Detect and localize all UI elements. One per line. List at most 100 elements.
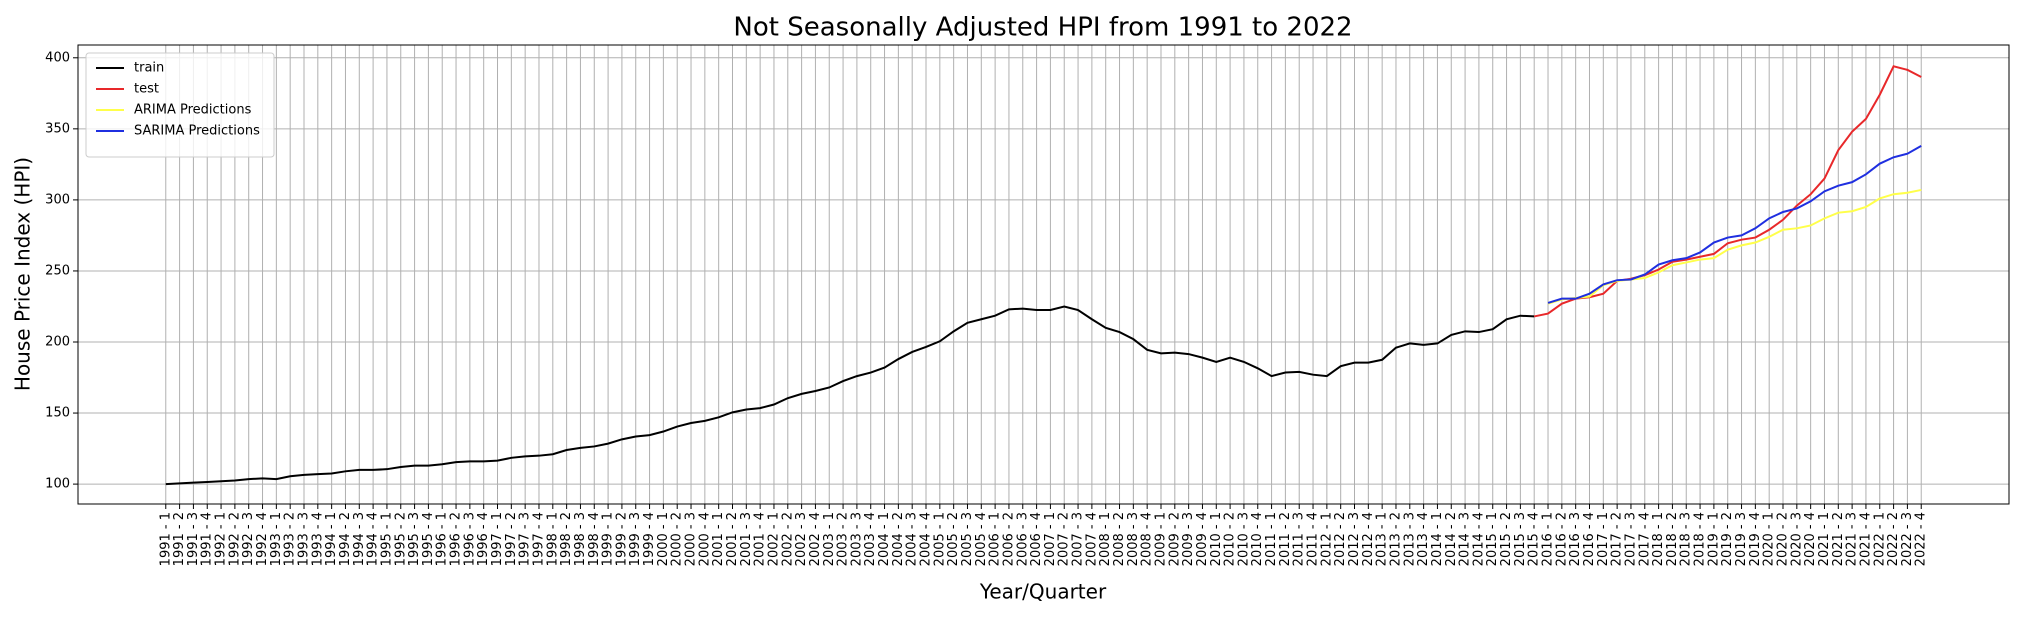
x-tick-label: 1996 - 4	[476, 512, 491, 566]
series-line	[1547, 188, 1922, 305]
x-tick-label: 2005 - 4	[974, 512, 989, 566]
x-tick-label: 2008 - 3	[1126, 512, 1141, 566]
x-tick-label: 2003 - 3	[849, 512, 864, 566]
x-tick-label: 2003 - 2	[836, 512, 851, 566]
x-tick-label: 2017 - 4	[1637, 512, 1652, 566]
x-tick-label: 2022 - 4	[1914, 512, 1929, 566]
x-tick-label: 2013 - 2	[1388, 512, 1403, 566]
x-tick-label: 2019 - 3	[1734, 512, 1749, 566]
x-tick-label: 2016 - 3	[1568, 512, 1583, 566]
x-tick-label: 2001 - 2	[725, 512, 740, 566]
x-tick-label: 2022 - 1	[1872, 512, 1887, 566]
x-tick-label: 2001 - 3	[739, 512, 754, 566]
x-tick-label: 1998 - 4	[587, 512, 602, 566]
x-tick-label: 2010 - 2	[1223, 512, 1238, 566]
x-tick-label: 2020 - 2	[1776, 512, 1791, 566]
x-tick-label: 2021 - 4	[1858, 512, 1873, 566]
x-tick-label: 2011 - 2	[1278, 512, 1293, 566]
x-tick-label: 2015 - 2	[1499, 512, 1514, 566]
x-tick-label: 1995 - 4	[421, 512, 436, 566]
y-tick-label: 350	[45, 121, 70, 136]
x-tick-label: 2001 - 4	[753, 512, 768, 566]
x-tick-label: 2007 - 3	[1071, 512, 1086, 566]
legend-label: ARIMA Predictions	[134, 103, 252, 118]
x-tick-label: 2014 - 4	[1471, 512, 1486, 566]
x-tick-label: 1991 - 1	[158, 512, 173, 566]
x-tick-label: 2014 - 2	[1444, 512, 1459, 566]
x-tick-label: 2013 - 4	[1416, 512, 1431, 566]
x-tick-label: 1998 - 3	[573, 512, 588, 566]
x-tick-label: 2002 - 2	[780, 512, 795, 566]
x-tick-label: 2001 - 1	[711, 512, 726, 566]
x-tick-label: 1997 - 1	[490, 512, 505, 566]
x-tick-label: 2011 - 4	[1306, 512, 1321, 566]
y-axis-label: House Price Index (HPI)	[11, 157, 35, 391]
x-tick-label: 2011 - 3	[1292, 512, 1307, 566]
x-tick-label: 2009 - 2	[1167, 512, 1182, 566]
x-tick-label: 2003 - 1	[822, 512, 837, 566]
x-tick-label: 1994 - 1	[324, 512, 339, 566]
x-tick-label: 2020 - 1	[1762, 512, 1777, 566]
x-tick-label: 2007 - 2	[1057, 512, 1072, 566]
x-tick-label: 2019 - 1	[1706, 512, 1721, 566]
x-tick-label: 2004 - 2	[891, 512, 906, 566]
x-tick-label: 2018 - 1	[1651, 512, 1666, 566]
x-tick-label: 2008 - 1	[1098, 512, 1113, 566]
legend-label: SARIMA Predictions	[134, 124, 260, 139]
x-tick-label: 2000 - 1	[656, 512, 671, 566]
x-tick-label: 2002 - 3	[794, 512, 809, 566]
x-tick-label: 2016 - 1	[1541, 512, 1556, 566]
x-tick-label: 2017 - 2	[1610, 512, 1625, 566]
x-tick-label: 2018 - 3	[1679, 512, 1694, 566]
x-tick-label: 2006 - 4	[1029, 512, 1044, 566]
x-tick-label: 1994 - 2	[338, 512, 353, 566]
x-tick-label: 1991 - 4	[200, 512, 215, 566]
x-tick-label: 1999 - 4	[642, 512, 657, 566]
x-tick-label: 2020 - 4	[1803, 512, 1818, 566]
x-tick-label: 2002 - 1	[766, 512, 781, 566]
x-tick-label: 2007 - 1	[1043, 512, 1058, 566]
y-tick-label: 250	[45, 263, 70, 278]
x-tick-label: 2009 - 3	[1181, 512, 1196, 566]
x-tick-label: 1999 - 1	[601, 512, 616, 566]
x-tick-label: 1996 - 3	[462, 512, 477, 566]
series-line	[165, 305, 1535, 486]
x-tick-label: 2019 - 4	[1748, 512, 1763, 566]
x-tick-label: 2022 - 3	[1900, 512, 1915, 566]
x-tick-label: 2003 - 4	[863, 512, 878, 566]
legend-label: train	[134, 61, 164, 76]
x-tick-label: 2020 - 3	[1789, 512, 1804, 566]
x-tick-label: 2014 - 1	[1430, 512, 1445, 566]
x-tick-label: 1993 - 4	[310, 512, 325, 566]
chart-title: Not Seasonally Adjusted HPI from 1991 to…	[733, 13, 1352, 43]
x-tick-label: 2021 - 2	[1831, 512, 1846, 566]
x-tick-label: 1995 - 1	[379, 512, 394, 566]
x-tick-label: 2005 - 2	[946, 512, 961, 566]
x-tick-label: 1998 - 2	[559, 512, 574, 566]
x-tick-label: 2016 - 2	[1554, 512, 1569, 566]
x-tick-label: 1993 - 3	[296, 512, 311, 566]
x-tick-label: 1992 - 3	[241, 512, 256, 566]
x-tick-label: 2018 - 2	[1665, 512, 1680, 566]
x-tick-label: 2018 - 4	[1693, 512, 1708, 566]
x-tick-label: 2002 - 4	[808, 512, 823, 566]
y-tick-label: 100	[45, 477, 70, 492]
y-tick-label: 400	[45, 50, 70, 65]
x-tick-label: 1994 - 3	[352, 512, 367, 566]
x-tick-label: 2004 - 3	[905, 512, 920, 566]
x-tick-label: 2006 - 2	[1001, 512, 1016, 566]
x-tick-label: 2005 - 3	[960, 512, 975, 566]
x-tick-label: 2021 - 3	[1845, 512, 1860, 566]
y-tick-label: 300	[45, 192, 70, 207]
x-tick-label: 2012 - 4	[1361, 512, 1376, 566]
x-tick-label: 2012 - 2	[1333, 512, 1348, 566]
x-tick-label: 1996 - 2	[449, 512, 464, 566]
legend-label: test	[134, 82, 159, 97]
x-tick-label: 2017 - 1	[1596, 512, 1611, 566]
x-tick-label: 1993 - 1	[269, 512, 284, 566]
x-tick-label: 1999 - 3	[628, 512, 643, 566]
x-tick-label: 1995 - 2	[393, 512, 408, 566]
x-tick-label: 2008 - 2	[1112, 512, 1127, 566]
x-tick-label: 2012 - 1	[1319, 512, 1334, 566]
